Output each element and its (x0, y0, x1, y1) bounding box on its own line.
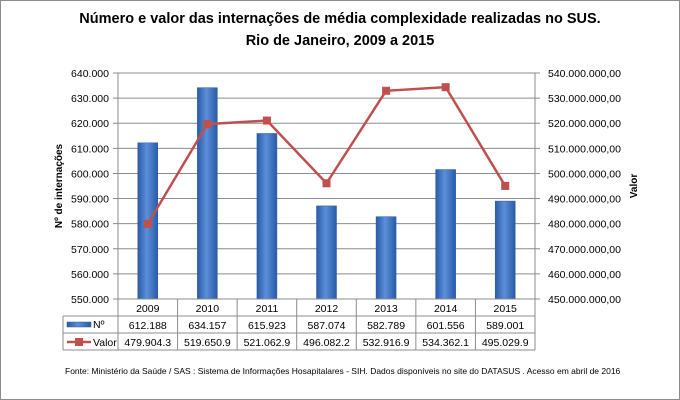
valor-marker (441, 83, 450, 92)
bar-value-label: 582.789 (367, 320, 405, 332)
right-tick-label: 480.000.000,00 (548, 219, 621, 231)
left-tick-label: 630.000 (71, 93, 109, 105)
left-axis-title: Nº de internações (54, 143, 65, 228)
legend-bar-label: Nº (93, 319, 105, 331)
category-label: 2015 (494, 303, 518, 315)
chart-subtitle: Rio de Janeiro, 2009 a 2015 (245, 33, 435, 49)
left-tick-label: 640.000 (71, 68, 109, 80)
valor-marker (262, 116, 271, 125)
bar-value-label: 587.074 (308, 320, 346, 332)
left-tick-label: 600.000 (71, 168, 109, 180)
right-axis-title: Valor (629, 174, 640, 199)
left-tick-label: 550.000 (71, 294, 109, 306)
left-tick-label: 580.000 (71, 219, 109, 231)
category-label: 2009 (136, 303, 160, 315)
bar-value-label: 615.923 (248, 320, 286, 332)
right-tick-label: 530.000.000,00 (548, 93, 621, 105)
bar (435, 169, 456, 300)
bar-value-label: 634.157 (188, 320, 226, 332)
category-label: 2014 (434, 303, 458, 315)
line-value-label: 519.650.9 (184, 337, 231, 349)
chart-title: Número e valor das internações de média … (79, 11, 601, 27)
left-tick-label: 610.000 (71, 143, 109, 155)
left-tick-label: 560.000 (71, 269, 109, 281)
bar-value-label: 612.188 (129, 320, 167, 332)
right-tick-label: 460.000.000,00 (548, 269, 621, 281)
line-value-label: 534.362.1 (422, 337, 469, 349)
right-tick-label: 470.000.000,00 (548, 244, 621, 256)
legend-line-marker (75, 338, 83, 346)
right-tick-label: 540.000.000,00 (548, 68, 621, 80)
valor-marker (143, 219, 152, 228)
left-tick-label: 570.000 (71, 244, 109, 256)
valor-marker (203, 120, 212, 129)
bar-value-label: 589.001 (486, 320, 524, 332)
bar (375, 216, 397, 300)
category-label: 2011 (256, 303, 279, 315)
valor-marker (322, 179, 331, 188)
line-value-label: 496.082.2 (303, 337, 350, 349)
category-label: 2013 (374, 303, 398, 315)
legend-line-label: Valor (93, 337, 117, 349)
category-label: 2010 (196, 303, 220, 315)
bar-value-label: 601.556 (427, 320, 465, 332)
line-value-label: 479.904.3 (124, 337, 171, 349)
bar (316, 205, 337, 300)
right-tick-label: 520.000.000,00 (548, 118, 621, 130)
right-tick-label: 500.000.000,00 (548, 168, 621, 180)
line-value-label: 532.916.9 (363, 337, 410, 349)
line-value-label: 495.029.9 (482, 337, 529, 349)
right-tick-label: 490.000.000,00 (548, 194, 621, 206)
right-tick-label: 450.000.000,00 (548, 294, 621, 306)
bar (256, 133, 278, 300)
source-note: Fonte: Ministério da Saúde / SAS : Siste… (65, 366, 621, 376)
bar (494, 200, 516, 300)
category-label: 2012 (315, 303, 339, 315)
legend-bar-key (66, 321, 92, 328)
left-tick-label: 590.000 (71, 194, 109, 206)
left-tick-label: 620.000 (71, 118, 109, 130)
valor-marker (501, 181, 510, 190)
right-tick-label: 510.000.000,00 (548, 143, 621, 155)
valor-marker (382, 86, 391, 95)
line-value-label: 521.062.9 (244, 337, 291, 349)
bar (197, 87, 218, 300)
